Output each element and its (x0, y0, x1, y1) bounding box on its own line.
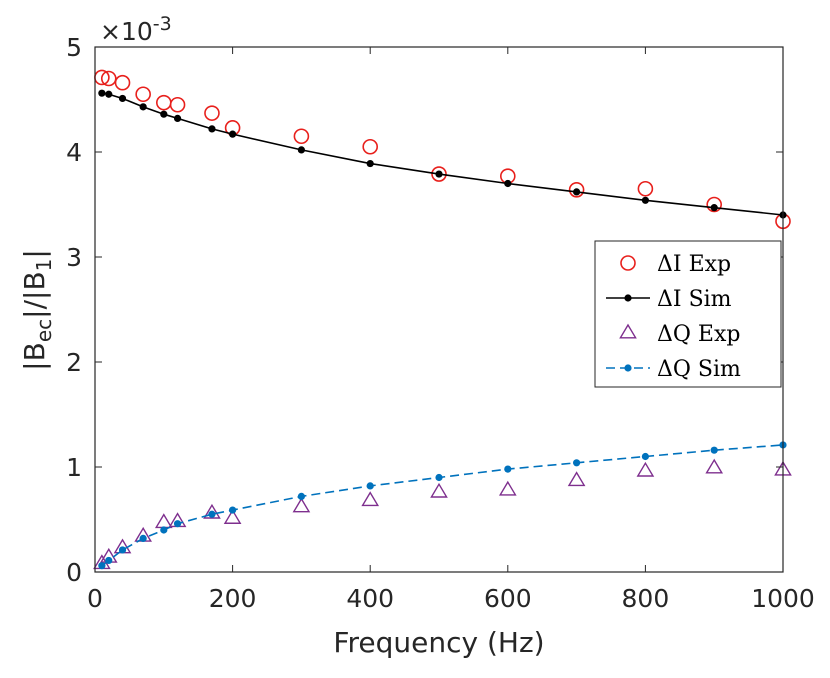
data-point-1-11 (504, 179, 512, 188)
legend-marker-1 (624, 294, 632, 302)
data-point-1-5 (173, 114, 182, 122)
legend-label-3: ΔQ Sim (657, 357, 741, 382)
data-point-2-13 (636, 461, 655, 477)
legend-marker-2 (619, 323, 637, 339)
data-point-1-7 (229, 130, 237, 138)
legend-marker-0 (620, 255, 636, 271)
data-point-3-9 (366, 482, 374, 490)
data-point-3-7 (229, 506, 237, 514)
data-point-0-1 (100, 70, 117, 87)
data-point-1-14 (710, 204, 718, 212)
data-point-1-13 (641, 196, 650, 204)
x-tick-label: 0 (87, 584, 103, 613)
data-point-1-12 (573, 188, 581, 196)
data-point-3-10 (435, 473, 443, 482)
data-point-1-3 (139, 103, 147, 111)
data-point-1-0 (98, 89, 106, 97)
data-point-1-4 (160, 110, 168, 118)
data-point-3-11 (504, 465, 512, 473)
series-layer (93, 69, 792, 570)
data-point-3-1 (105, 556, 113, 565)
legend-marker-3 (624, 364, 632, 372)
y-axis-title-part1: |B (18, 342, 51, 371)
data-point-2-14 (705, 458, 724, 474)
data-point-2-6 (203, 503, 221, 519)
y-axis-title-sub1: ec (32, 319, 56, 342)
y-multiplier-exponent: -3 (153, 13, 172, 35)
y-axis-title: |Bec|/|B1| (18, 249, 56, 371)
data-point-0-3 (135, 86, 151, 103)
legend-label-0: ΔI Exp (657, 252, 731, 277)
x-axis-title: Frequency (Hz) (333, 626, 544, 659)
data-point-3-8 (297, 492, 305, 500)
y-tick-label: 3 (66, 243, 82, 272)
y-tick-label: 0 (66, 558, 82, 587)
series-line-1 (101, 92, 784, 216)
y-multiplier: ×10-3 (100, 13, 172, 46)
data-point-3-5 (173, 520, 182, 528)
data-point-0-6 (204, 105, 220, 121)
data-point-2-8 (292, 497, 311, 513)
y-tick-label: 2 (66, 348, 82, 377)
data-point-0-10 (431, 166, 447, 182)
data-point-0-8 (293, 128, 310, 145)
x-tick-label: 800 (622, 584, 670, 613)
data-point-3-14 (710, 446, 718, 454)
legend-label-2: ΔQ Exp (657, 322, 740, 347)
legend-box (594, 240, 782, 388)
data-point-1-1 (105, 90, 113, 98)
data-point-0-12 (568, 182, 585, 198)
data-point-2-11 (498, 480, 517, 496)
y-multiplier-base: ×10 (100, 17, 153, 46)
y-tick-label: 4 (66, 138, 82, 167)
data-point-2-12 (567, 471, 586, 487)
series-2 (93, 458, 792, 570)
x-tick-label: 1000 (751, 584, 815, 613)
data-point-3-13 (641, 452, 650, 461)
data-point-0-2 (114, 74, 131, 91)
legend-label-1: ΔI Sim (657, 287, 732, 312)
data-point-0-5 (169, 96, 186, 113)
data-point-3-0 (98, 562, 106, 570)
legend-items: ΔI Exp ΔI Sim ΔQ Exp ΔQ Sim (606, 252, 741, 382)
data-point-0-9 (362, 138, 379, 155)
data-point-1-10 (435, 170, 443, 178)
data-point-2-7 (223, 509, 242, 524)
data-point-3-2 (118, 546, 127, 554)
data-point-3-3 (139, 534, 147, 543)
x-tick-label: 600 (484, 584, 532, 613)
data-point-1-6 (208, 125, 216, 133)
y-axis-title-sub2: 1 (32, 259, 56, 272)
data-point-1-8 (297, 146, 305, 154)
y-tick-label: 1 (66, 453, 82, 482)
data-point-1-2 (118, 94, 127, 103)
data-point-2-10 (430, 482, 448, 498)
data-point-3-4 (160, 526, 168, 534)
data-point-3-6 (208, 510, 216, 518)
plot-frame (94, 46, 784, 573)
series-line-3 (101, 444, 784, 567)
y-axis-title-part2: |/|B (18, 271, 51, 319)
data-point-0-14 (706, 196, 723, 213)
y-axis-title-part3: | (18, 249, 51, 258)
legend: ΔI Exp ΔI Sim ΔQ Exp ΔQ Sim (594, 240, 782, 388)
x-tick-label: 200 (209, 584, 257, 613)
y-tick-label: 5 (66, 33, 82, 62)
data-point-2-9 (361, 491, 380, 507)
data-point-0-13 (637, 180, 654, 197)
series-3 (98, 441, 787, 570)
data-point-1-9 (366, 159, 374, 168)
x-tick-label: 400 (346, 584, 394, 613)
data-point-3-12 (573, 459, 581, 467)
